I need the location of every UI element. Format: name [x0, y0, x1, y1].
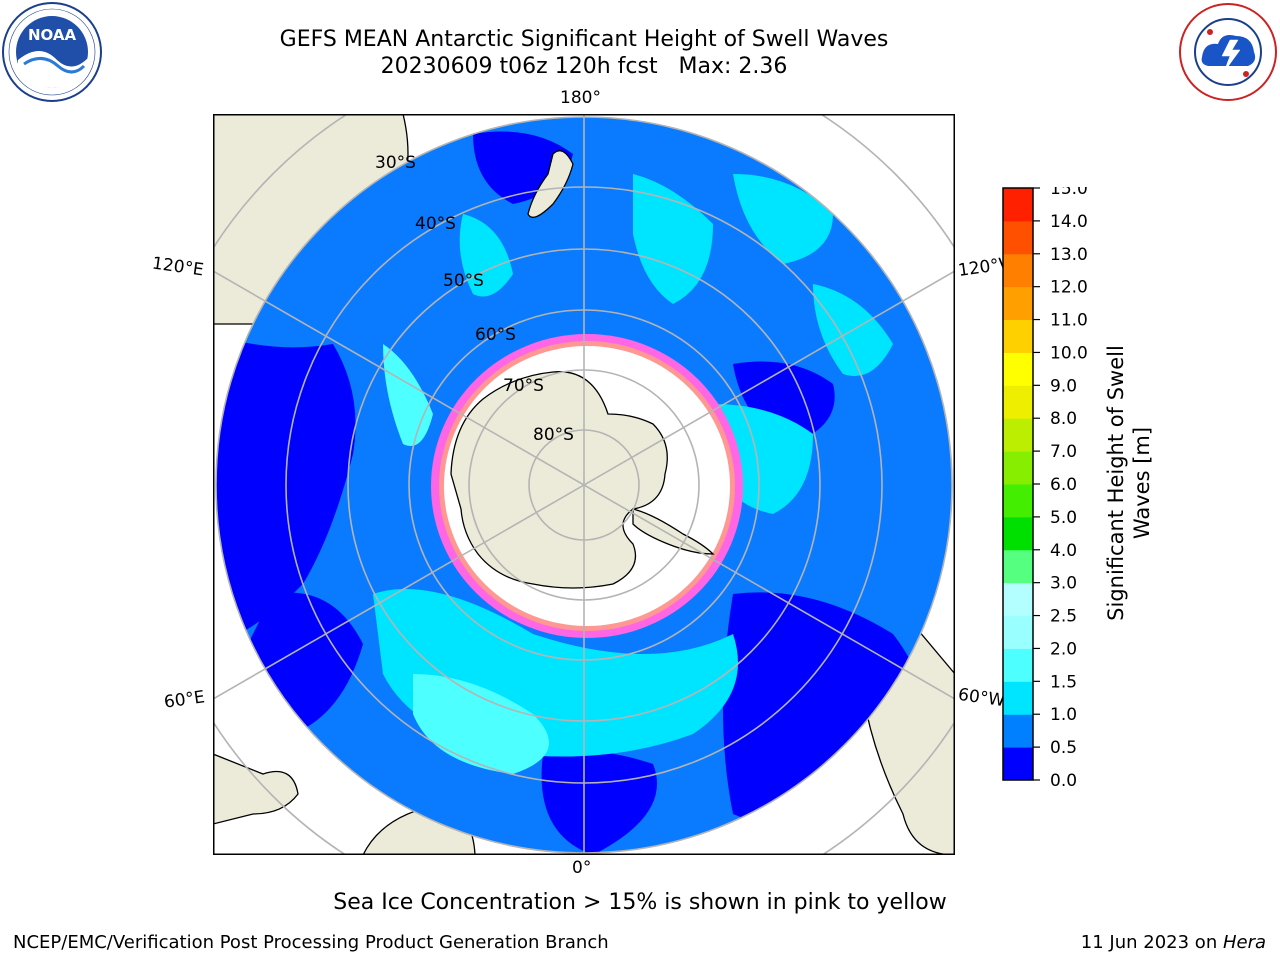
africa-madagascar-land	[213, 753, 299, 825]
colorbar-cell	[1003, 747, 1033, 781]
colorbar-tick-label: 13.0	[1050, 245, 1088, 265]
footer-date: 11 Jun 2023 on Hera	[1081, 932, 1266, 953]
colorbar-tick-label: 10.0	[1050, 343, 1088, 363]
low-swell-area	[216, 334, 356, 644]
map-border	[213, 114, 955, 855]
lat-label-70s: 70°S	[503, 376, 544, 396]
lat-label-40s: 40°S	[415, 214, 456, 234]
colorbar-cell	[1003, 615, 1033, 649]
colorbar-label: Significant Height of Swell Waves [m]	[1103, 186, 1163, 780]
colorbar-cell	[1003, 319, 1033, 353]
colorbar-cell	[1003, 418, 1033, 452]
colorbar-tick-label: 0.0	[1050, 771, 1077, 787]
colorbar-cell	[1003, 516, 1033, 551]
lon-label-0: 0°	[572, 858, 592, 878]
nws-logo-icon	[1179, 3, 1277, 101]
new-zealand-land	[527, 150, 574, 218]
footer-credit: NCEP/EMC/Verification Post Processing Pr…	[13, 932, 609, 953]
map-title: GEFS MEAN Antarctic Significant Height o…	[279, 27, 889, 52]
colorbar-cell	[1003, 582, 1033, 617]
colorbar-label-line2: Waves [m]	[1130, 426, 1154, 540]
colorbar-cell	[1003, 188, 1033, 222]
colorbar-tick-label: 11.0	[1050, 311, 1088, 331]
noaa-logo-icon: NOAA	[2, 2, 102, 102]
noaa-logo-text: NOAA	[28, 26, 77, 44]
lat-label-30s: 30°S	[375, 153, 416, 173]
colorbar-tick-label: 3.0	[1050, 574, 1077, 594]
map-subtitle: 20230609 t06z 120h fcst Max: 2.36	[380, 54, 788, 79]
colorbar-tick-label: 9.0	[1050, 376, 1077, 396]
colorbar-tick-label: 14.0	[1050, 212, 1088, 232]
lat-label-50s: 50°S	[443, 271, 484, 291]
colorbar-tick-label: 12.0	[1050, 278, 1088, 298]
colorbar-cell	[1003, 451, 1033, 485]
colorbar-cell	[1003, 220, 1033, 255]
colorbar-tick-label: 8.0	[1050, 409, 1077, 429]
longitude-gridlines	[213, 114, 955, 855]
colorbar-tick-label: 1.5	[1050, 672, 1077, 692]
colorbar-cell	[1003, 648, 1033, 682]
colorbar-label-line1: Significant Height of Swell	[1104, 345, 1128, 621]
colorbar-cell	[1003, 253, 1033, 288]
colorbar-tick-label: 0.5	[1050, 738, 1077, 758]
colorbar-tick-label: 4.0	[1050, 541, 1077, 561]
high-swell-area	[633, 174, 713, 304]
colorbar-cell	[1003, 286, 1033, 321]
lon-label-60e: 60°E	[162, 687, 207, 713]
colorbar-cell	[1003, 484, 1033, 518]
colorbar-cell	[1003, 385, 1033, 419]
colorbar-cell	[1003, 714, 1033, 748]
colorbar-tick-label: 5.0	[1050, 508, 1077, 528]
lat-label-80s: 80°S	[533, 425, 574, 445]
colorbar-tick-label: 7.0	[1050, 442, 1077, 462]
colorbar-tick-label: 15.0	[1050, 187, 1088, 199]
colorbar-tick-label: 2.5	[1050, 607, 1077, 627]
footer-host: Hera	[1222, 932, 1266, 953]
antarctic-peninsula-land	[632, 508, 715, 555]
polar-map: 30°S 40°S 50°S 60°S 70°S 80°S	[213, 114, 955, 855]
colorbar-tick-label: 2.0	[1050, 639, 1077, 659]
high-swell-area	[733, 174, 833, 264]
lon-label-120e: 120°E	[150, 253, 205, 281]
footer-date-text: 11 Jun 2023 on	[1080, 932, 1223, 953]
colorbar-cell	[1003, 549, 1033, 584]
lon-label-180: 180°	[560, 88, 601, 108]
colorbar-tick-label: 6.0	[1050, 475, 1077, 495]
low-swell-area	[733, 361, 835, 444]
colorbar-cell	[1003, 352, 1033, 386]
colorbar-tick-label: 1.0	[1050, 705, 1077, 725]
colorbar: 0.0 0.5 1.0 1.5 2.0 2.5 3.0 4.0 5.0 6.0 7.0 8.0 9.0 1…	[1002, 187, 1088, 787]
lat-label-60s: 60°S	[475, 325, 516, 345]
ice-note: Sea Ice Concentration > 15% is shown in …	[333, 890, 947, 915]
colorbar-cell	[1003, 681, 1033, 715]
low-swell-area	[541, 750, 657, 853]
lon-label-60w: 60°W	[956, 684, 1007, 712]
